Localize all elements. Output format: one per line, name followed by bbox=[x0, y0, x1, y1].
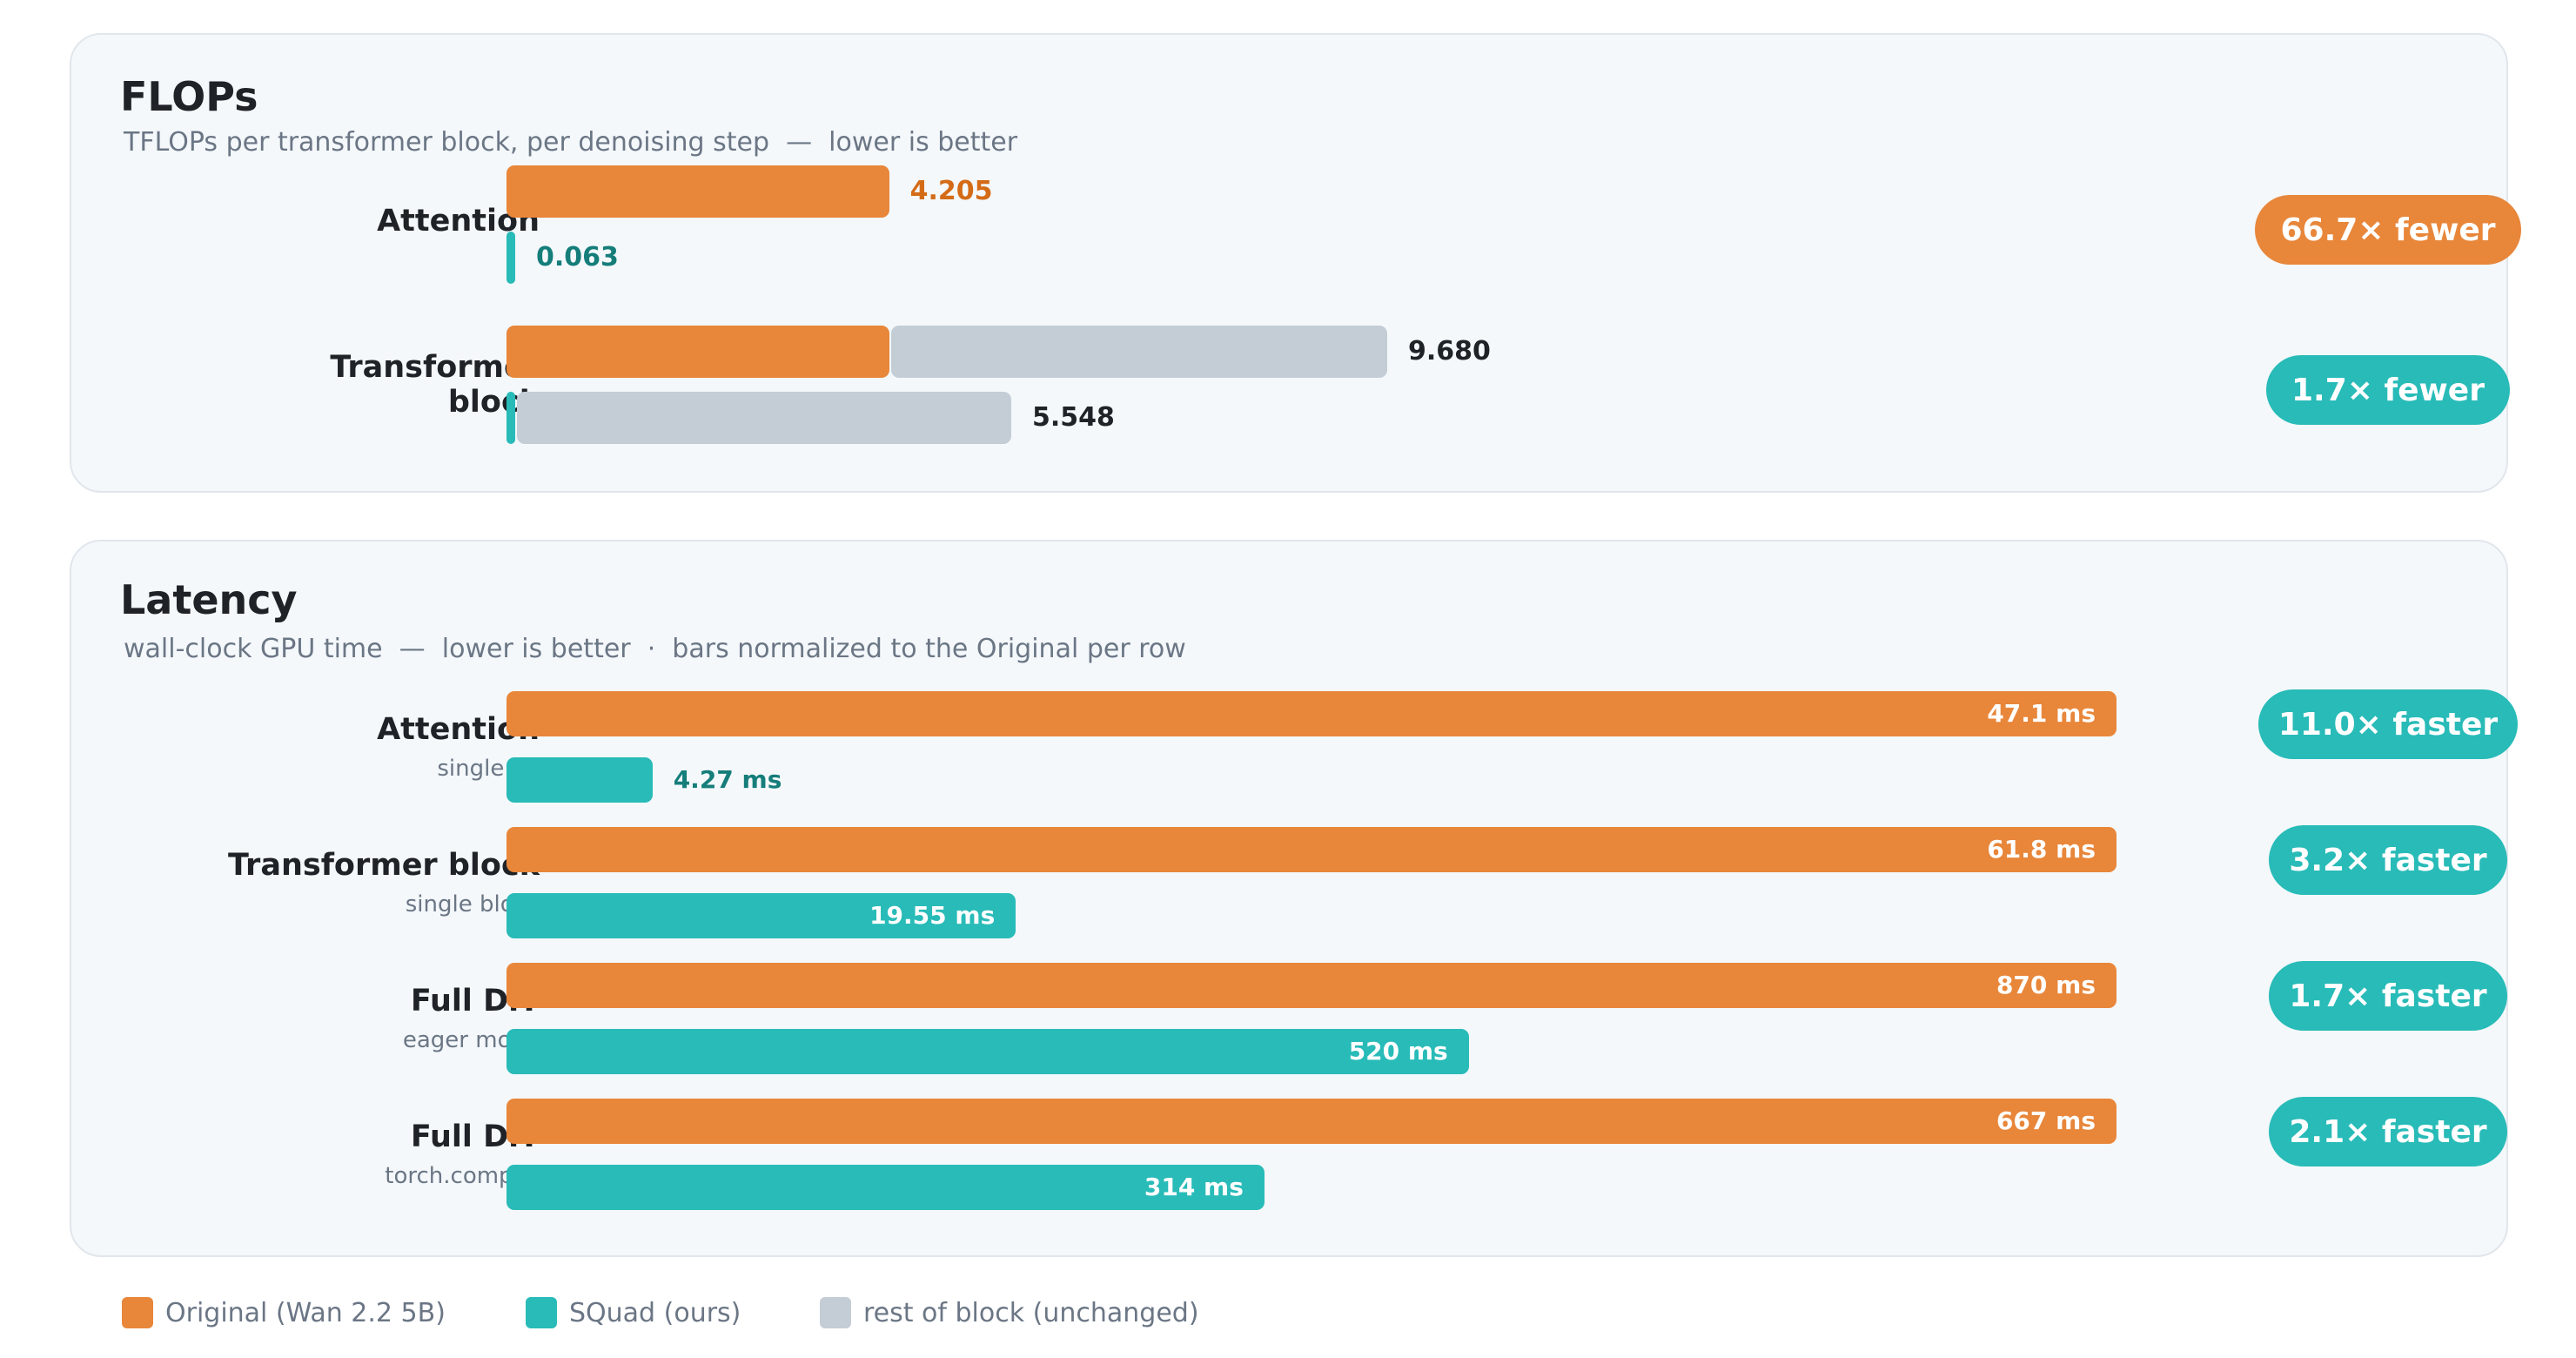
squad-latency-label: 314 ms bbox=[1144, 1173, 1244, 1201]
legend-label-rest: rest of block (unchanged) bbox=[863, 1297, 1199, 1328]
original-latency-bar bbox=[506, 691, 2116, 736]
original-latency-label: 667 ms bbox=[1996, 1106, 2096, 1135]
legend-swatch-squad bbox=[526, 1297, 557, 1328]
legend-item-squad: SQuad (ours) bbox=[526, 1295, 741, 1330]
original-latency-bar bbox=[506, 1099, 2116, 1144]
squad-attention-bar bbox=[506, 232, 515, 284]
squad-latency-bar bbox=[506, 1029, 1469, 1074]
original-latency-bar bbox=[506, 963, 2116, 1008]
speedup-badge: 2.1× faster bbox=[2269, 1097, 2507, 1166]
squad-value-label: 0.063 bbox=[536, 242, 619, 272]
squad-latency-label: 520 ms bbox=[1348, 1037, 1448, 1066]
original-value-label: 4.205 bbox=[909, 176, 993, 206]
squad-value-label: 5.548 bbox=[1032, 402, 1115, 433]
squad-latency-bar bbox=[506, 1165, 1265, 1210]
squad-latency-bar bbox=[506, 757, 653, 803]
speedup-badge: 3.2× faster bbox=[2269, 825, 2507, 895]
legend-swatch-original bbox=[122, 1297, 153, 1328]
original-value-label: 9.680 bbox=[1408, 336, 1491, 366]
original-attention-bar bbox=[506, 326, 889, 378]
original-latency-bar bbox=[506, 827, 2116, 872]
latency-row-label: Transformer block bbox=[228, 848, 540, 883]
latency-title: Latency bbox=[120, 576, 298, 623]
speedup-badge: 11.0× faster bbox=[2258, 689, 2518, 759]
original-latency-label: 870 ms bbox=[1996, 971, 2096, 999]
flops-subtitle: TFLOPs per transformer block, per denois… bbox=[124, 127, 1018, 158]
squad-rest-bar bbox=[517, 392, 1012, 444]
legend-label-original: Original (Wan 2.2 5B) bbox=[165, 1297, 446, 1328]
reduction-badge: 1.7× fewer bbox=[2266, 355, 2510, 425]
original-latency-label: 61.8 ms bbox=[1987, 835, 2096, 864]
original-latency-label: 47.1 ms bbox=[1987, 699, 2096, 728]
legend-label-squad: SQuad (ours) bbox=[569, 1297, 741, 1328]
legend-item-rest: rest of block (unchanged) bbox=[820, 1295, 1199, 1330]
legend-swatch-rest bbox=[820, 1297, 851, 1328]
latency-panel: Latency wall-clock GPU time — lower is b… bbox=[70, 540, 2518, 1257]
speedup-badge: 1.7× faster bbox=[2269, 961, 2507, 1031]
squad-latency-label: 4.27 ms bbox=[673, 765, 782, 794]
original-rest-bar bbox=[890, 326, 1387, 378]
original-attention-bar bbox=[506, 165, 889, 218]
squad-latency-bar bbox=[506, 893, 1016, 938]
flops-title: FLOPs bbox=[120, 73, 258, 120]
latency-subtitle: wall-clock GPU time — lower is better · … bbox=[124, 634, 1186, 664]
legend-item-original: Original (Wan 2.2 5B) bbox=[122, 1295, 446, 1330]
squad-attention-bar bbox=[506, 392, 515, 444]
flops-panel: FLOPs TFLOPs per transformer block, per … bbox=[70, 33, 2521, 493]
squad-latency-label: 19.55 ms bbox=[869, 901, 996, 930]
reduction-badge: 66.7× fewer bbox=[2255, 195, 2521, 265]
flops-row-label: Transformer bbox=[330, 350, 540, 385]
